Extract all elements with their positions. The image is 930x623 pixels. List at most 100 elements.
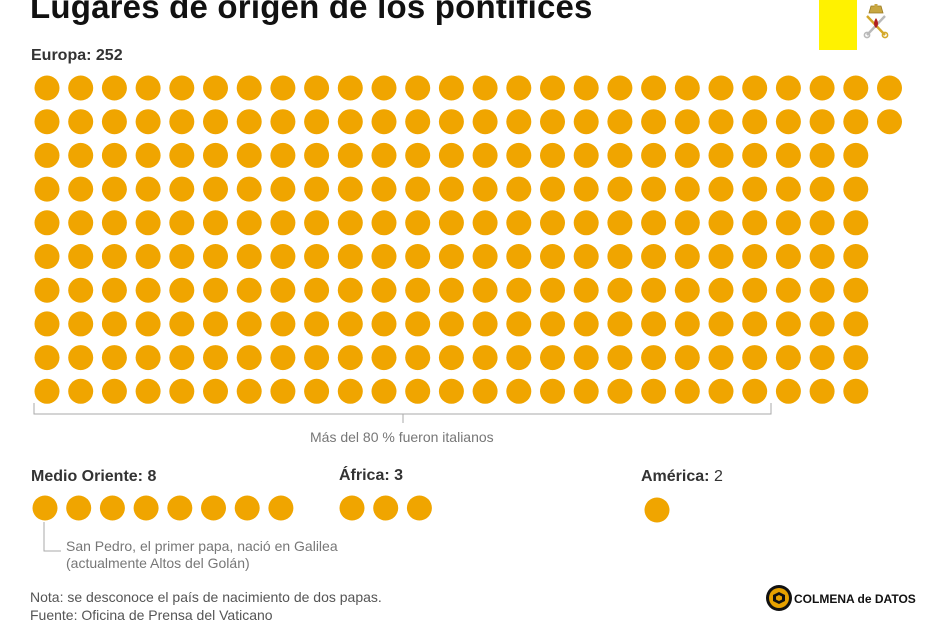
europe-dot — [438, 176, 464, 202]
europe-dot — [270, 244, 296, 269]
europe-dot — [135, 378, 161, 404]
europe-dot — [708, 378, 734, 404]
middle-east-dot — [201, 495, 226, 521]
europe-dot — [135, 210, 161, 236]
europe-dot — [506, 345, 532, 371]
europe-dot — [573, 277, 599, 303]
europe-dot — [371, 378, 397, 404]
europe-dot — [371, 345, 397, 371]
europe-dot — [775, 345, 801, 371]
europe-dot — [203, 210, 228, 236]
europe-dot — [203, 311, 228, 337]
europe-dot — [438, 210, 464, 236]
europe-dot — [371, 277, 397, 303]
europe-dot — [540, 345, 565, 371]
america-label-text: América: — [641, 468, 710, 485]
europe-dot — [405, 244, 431, 269]
europe-dot — [236, 75, 262, 101]
europe-dot — [809, 244, 835, 269]
europe-dot — [775, 75, 801, 101]
europe-dot — [337, 142, 363, 168]
europe-dot — [169, 244, 195, 269]
europe-dot — [641, 75, 667, 101]
europe-count: 252 — [95, 47, 123, 64]
europe-dot — [270, 210, 296, 236]
europe-dot — [371, 109, 397, 135]
europe-dot — [573, 109, 599, 135]
europe-dot — [438, 244, 464, 269]
europe-dot — [169, 210, 195, 236]
middle-east-count: 8 — [147, 468, 157, 485]
europe-dot — [203, 378, 228, 404]
europe-dot — [540, 277, 565, 303]
europe-dot — [843, 75, 869, 101]
europe-dot — [68, 345, 94, 371]
europe-dot — [270, 345, 296, 371]
europe-dot — [405, 109, 431, 135]
europe-dot — [708, 311, 734, 337]
europe-dot — [506, 210, 532, 236]
europe-dot — [472, 378, 498, 404]
europe-dot — [674, 345, 700, 371]
europe-dot — [135, 75, 161, 101]
europe-dot — [843, 378, 869, 404]
africa-label: África: 3 — [339, 467, 403, 485]
europe-dot — [877, 75, 902, 101]
europe-dot — [674, 109, 700, 135]
europe-dot — [68, 176, 94, 202]
africa-dot — [406, 495, 432, 521]
europe-dot — [674, 176, 700, 202]
europe-dot — [775, 311, 801, 337]
europe-dot — [438, 378, 464, 404]
europe-dot — [135, 345, 161, 371]
europe-dot — [304, 311, 330, 337]
europe-dot — [843, 109, 869, 135]
middle-east-dot — [66, 495, 92, 521]
europe-dot — [775, 244, 801, 269]
europe-dot — [674, 210, 700, 236]
europe-dot — [203, 109, 228, 135]
europe-dot — [270, 277, 296, 303]
europe-dot — [809, 378, 835, 404]
europe-dot — [506, 277, 532, 303]
europe-dot — [674, 277, 700, 303]
europe-dot — [607, 378, 633, 404]
europe-label-text: Europa: — [31, 47, 92, 64]
europe-dot — [68, 378, 94, 404]
europe-dot — [775, 378, 801, 404]
europe-dot — [809, 311, 835, 337]
america-dot — [644, 497, 670, 523]
europe-dot — [843, 210, 869, 236]
europe-dot — [775, 109, 801, 135]
europe-dot — [607, 176, 633, 202]
europe-dot — [236, 142, 262, 168]
europe-dot — [34, 176, 60, 202]
europe-dot — [169, 311, 195, 337]
europe-dot — [169, 378, 195, 404]
europe-dot — [405, 277, 431, 303]
europe-dot — [843, 176, 869, 202]
europe-dot — [742, 109, 768, 135]
europe-dot — [641, 244, 667, 269]
europe-dot — [304, 142, 330, 168]
europe-dot — [809, 345, 835, 371]
europe-dot — [270, 142, 296, 168]
europe-dot — [540, 142, 565, 168]
europe-dot — [573, 311, 599, 337]
europe-dot — [101, 109, 127, 135]
europe-dot — [34, 75, 60, 101]
europe-dot — [169, 176, 195, 202]
europe-dot — [203, 244, 228, 269]
europe-dot — [236, 244, 262, 269]
europe-dot — [270, 176, 296, 202]
europe-dot — [371, 210, 397, 236]
europe-dot — [674, 378, 700, 404]
europe-dot — [641, 176, 667, 202]
europe-dot — [877, 109, 902, 135]
europe-dot — [472, 75, 498, 101]
europe-dot — [68, 75, 94, 101]
europe-dot — [304, 378, 330, 404]
europe-dot — [708, 75, 734, 101]
europe-dot — [337, 210, 363, 236]
